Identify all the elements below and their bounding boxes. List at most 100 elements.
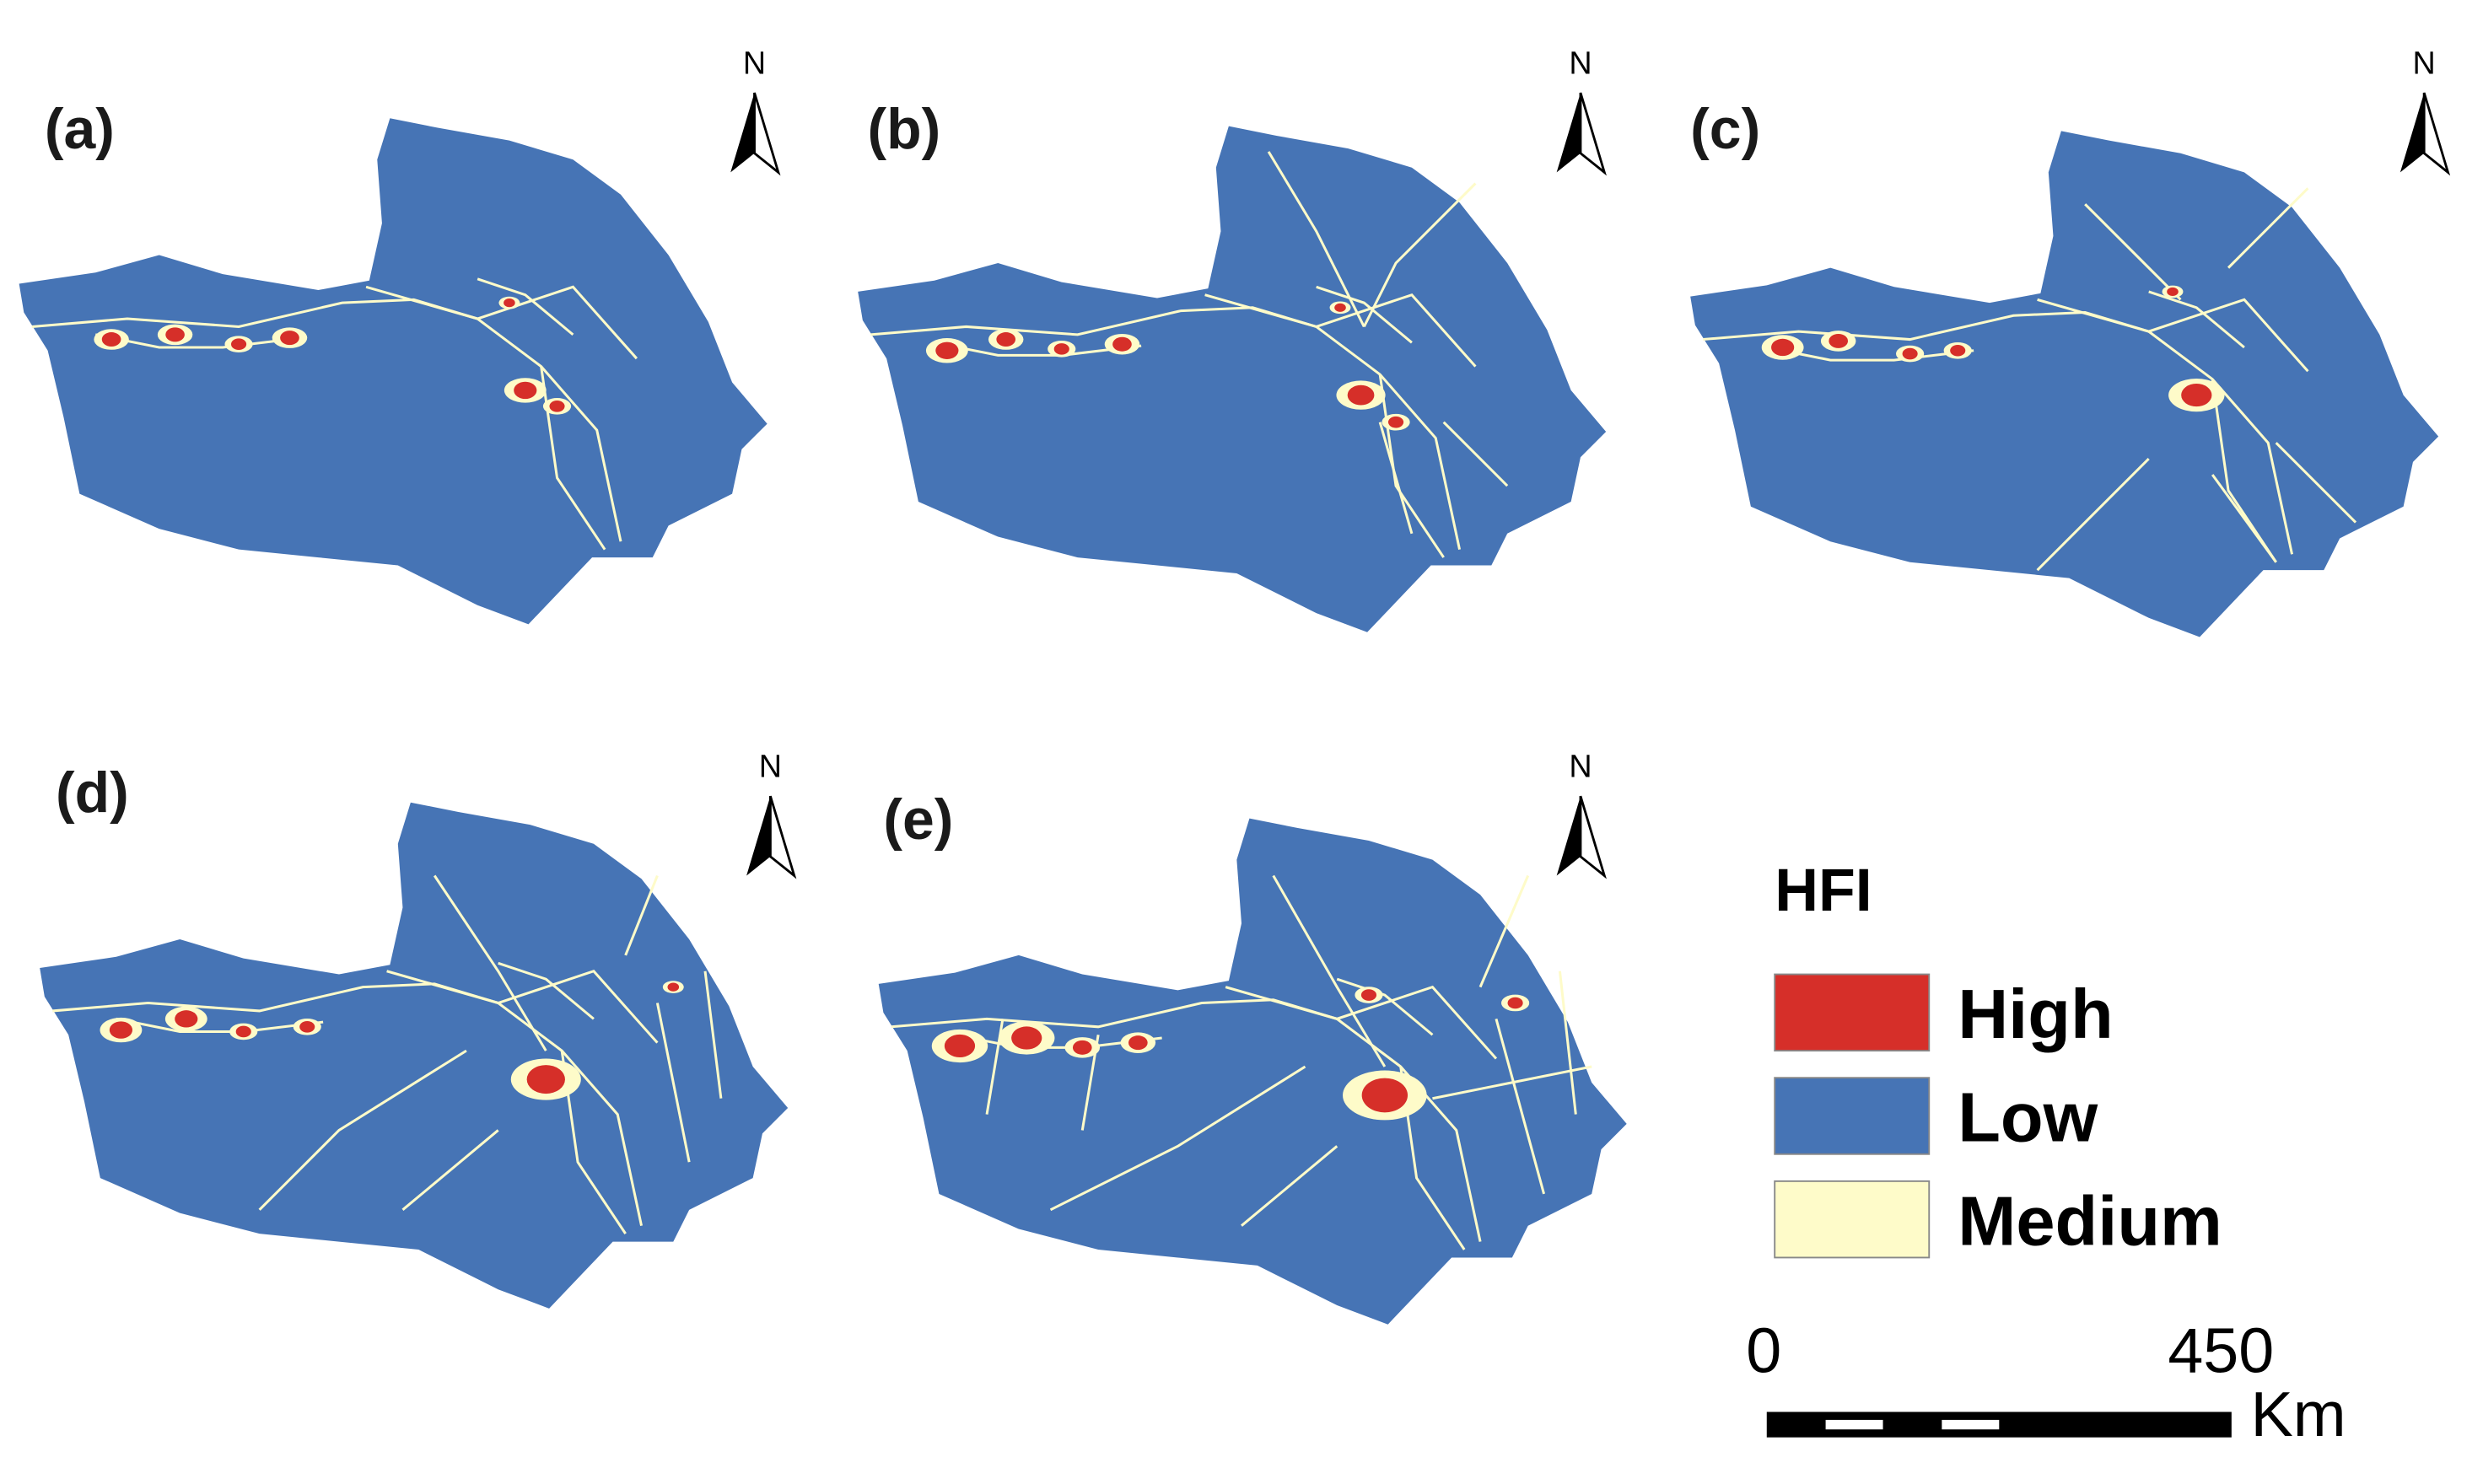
road	[258, 1049, 467, 1211]
settlement-high	[1507, 997, 1523, 1009]
settlement-high	[1347, 384, 1375, 406]
road	[655, 1003, 691, 1163]
panel-label: (d)	[56, 761, 129, 825]
road	[624, 874, 659, 956]
road	[1362, 182, 1477, 328]
settlement-high	[1011, 1026, 1042, 1050]
settlement-high	[1128, 1035, 1148, 1051]
region	[1690, 131, 2439, 637]
panel-label: (a)	[45, 98, 115, 161]
road	[1204, 293, 1477, 368]
road	[1316, 285, 1413, 344]
panel-label: (c)	[1690, 98, 1760, 161]
settlement-high	[1053, 343, 1069, 355]
legend-label: Low	[1958, 1078, 2098, 1157]
north-label: N	[759, 749, 782, 784]
settlement-high	[667, 982, 680, 992]
settlement-high	[1771, 338, 1795, 357]
scale-end: 450	[2168, 1315, 2274, 1385]
road	[2275, 442, 2357, 524]
road	[1241, 1145, 1338, 1227]
road	[2036, 458, 2150, 572]
settlement-high	[2167, 287, 2179, 297]
map-panel	[19, 118, 768, 625]
road	[1432, 1065, 1592, 1100]
settlement-high	[549, 401, 565, 412]
road	[498, 961, 595, 1020]
map-panel	[878, 818, 1627, 1325]
north-label: N	[743, 45, 766, 80]
settlement-high	[1112, 336, 1132, 352]
road	[2227, 187, 2309, 269]
settlement-high	[109, 1021, 133, 1039]
road	[1378, 422, 1414, 535]
road	[365, 285, 638, 360]
road	[703, 971, 723, 1099]
settlement-high	[1072, 1040, 1092, 1055]
road	[2037, 298, 2309, 373]
scale-bar-segment	[1825, 1419, 1883, 1430]
panels	[19, 118, 2439, 1325]
road	[1225, 985, 1498, 1060]
region	[878, 818, 1627, 1325]
scale-bar: 0 450 Km	[1746, 1315, 2346, 1449]
road	[433, 874, 547, 1051]
road	[2084, 203, 2182, 301]
region	[19, 118, 768, 625]
road	[1558, 971, 1577, 1115]
panel-label: (e)	[883, 788, 953, 852]
settlement-high	[101, 332, 121, 347]
settlement-high	[996, 332, 1016, 347]
road	[386, 970, 659, 1044]
legend-title: HFI	[1775, 857, 1872, 924]
legend-label: Medium	[1958, 1181, 2222, 1260]
settlement-high	[1334, 303, 1346, 312]
north-arrow	[745, 794, 796, 877]
legend-label: High	[1958, 975, 2113, 1053]
settlement-high	[514, 381, 537, 400]
north-arrow	[729, 91, 780, 174]
settlement-high	[280, 331, 299, 346]
map-panel	[1690, 131, 2439, 637]
settlement-high	[2181, 384, 2212, 407]
road	[401, 1129, 499, 1211]
road	[1442, 421, 1509, 487]
north-arrow	[2399, 91, 2449, 174]
road	[2211, 474, 2277, 563]
road	[477, 277, 574, 336]
settlement-high	[231, 338, 247, 350]
settlement-high	[1902, 347, 1918, 360]
road	[1336, 977, 1434, 1036]
road	[116, 1017, 324, 1033]
road	[1378, 374, 1445, 558]
map-panel	[858, 126, 1607, 632]
settlement-high	[175, 1010, 198, 1028]
scale-unit: Km	[2250, 1379, 2346, 1449]
settlement-high	[944, 1034, 976, 1058]
road	[1478, 874, 1530, 988]
north-arrow	[1555, 91, 1606, 174]
settlement-high	[299, 1021, 315, 1033]
north-label: N	[2413, 45, 2436, 80]
settlement-high	[165, 327, 185, 342]
scale-start: 0	[1746, 1315, 1781, 1385]
legend: HFI High Low Medium	[1774, 857, 2222, 1260]
road	[1495, 1018, 1546, 1195]
settlement-high	[526, 1065, 565, 1094]
road	[1267, 151, 1365, 328]
road	[2148, 290, 2245, 349]
map-panel	[40, 802, 789, 1309]
settlement-high	[935, 341, 959, 359]
scale-bar-segment	[1942, 1419, 2000, 1430]
settlement-high	[235, 1025, 251, 1038]
road	[1049, 1065, 1306, 1212]
settlement-high	[504, 298, 515, 308]
region	[858, 126, 1607, 632]
settlement-high	[1360, 989, 1377, 1001]
road	[1272, 874, 1387, 1067]
north-arrow	[1555, 794, 1606, 877]
settlement-high	[1950, 344, 1966, 357]
region	[40, 802, 789, 1309]
legend-swatch	[1774, 1180, 1931, 1259]
